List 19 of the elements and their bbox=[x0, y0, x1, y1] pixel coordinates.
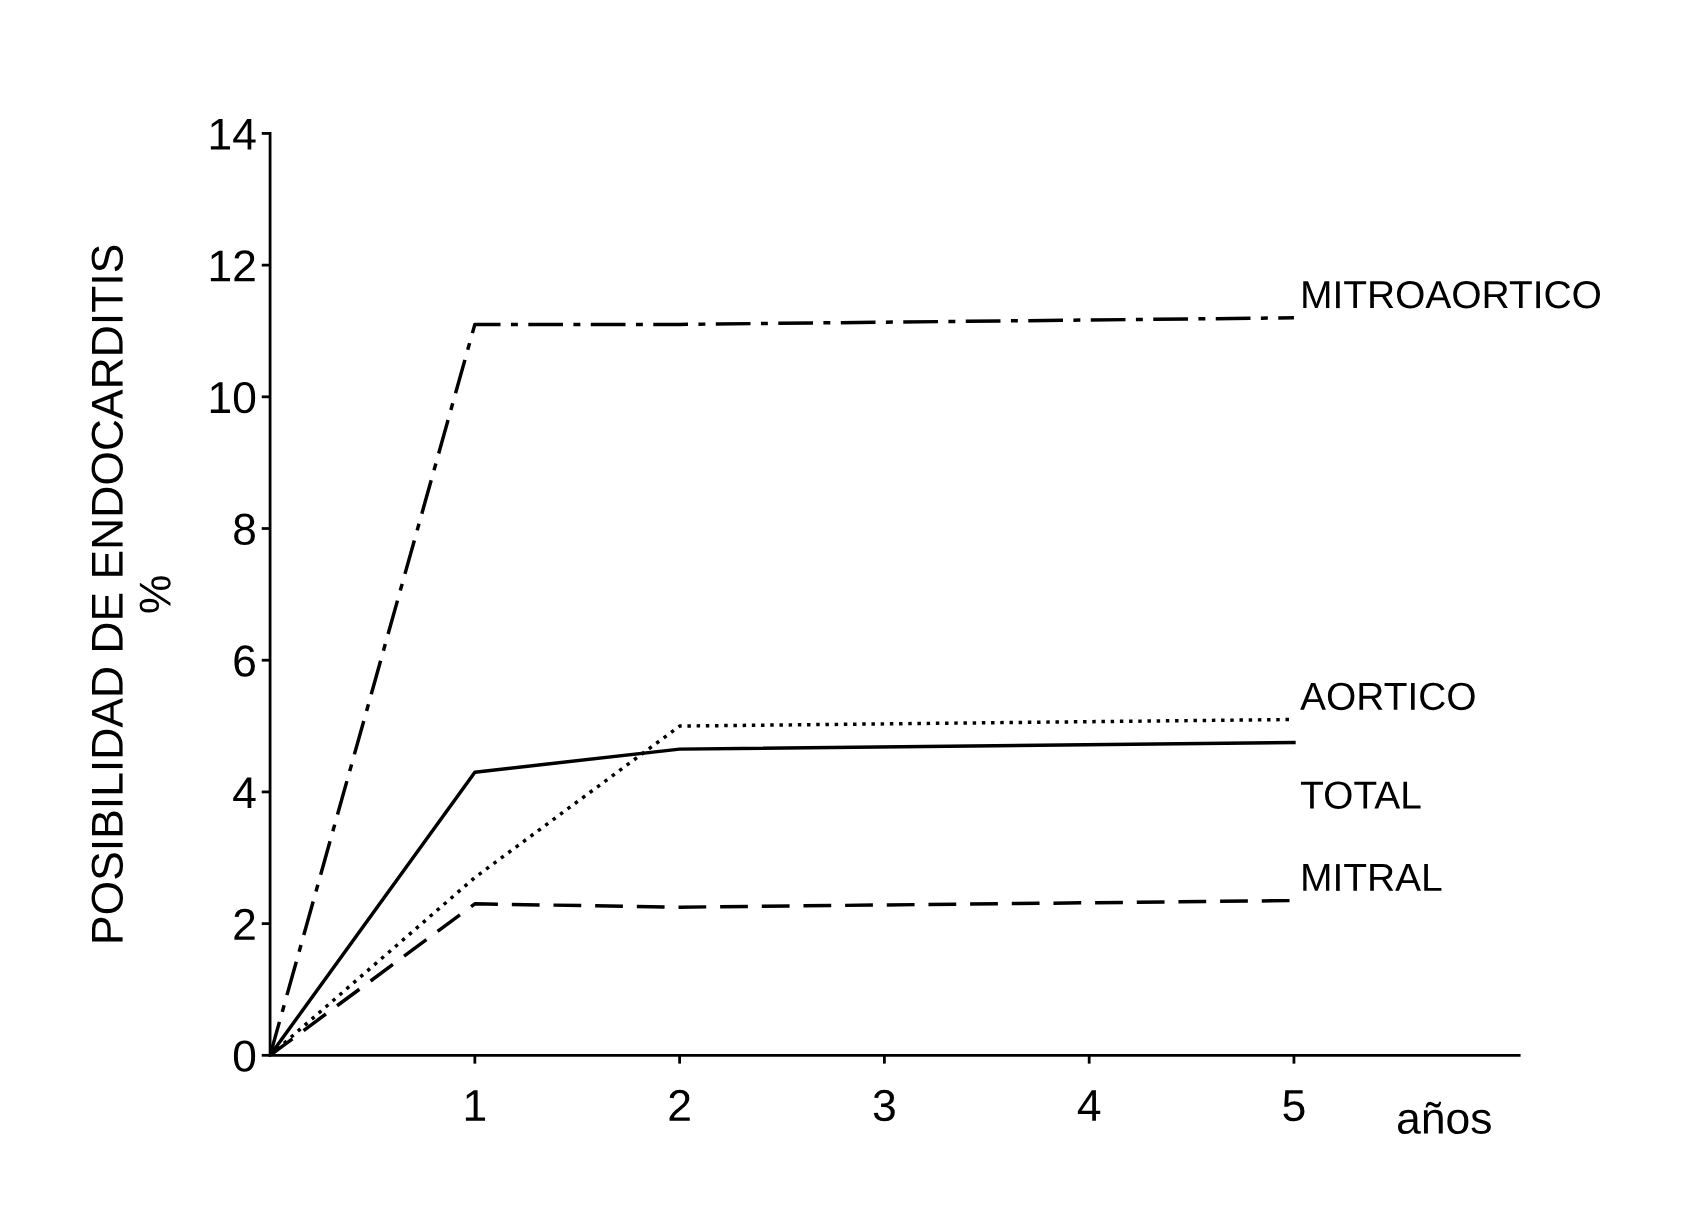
x-axis-title: años bbox=[1397, 1101, 1491, 1135]
x-tick-label: 3 bbox=[873, 1089, 895, 1122]
y-axis-title: POSIBILIDAD DE ENDOCARDITIS % bbox=[91, 245, 171, 942]
series-label: AORTICO bbox=[1300, 682, 1475, 711]
series-label: TOTAL bbox=[1300, 781, 1421, 809]
series-label: MITRAL bbox=[1303, 864, 1442, 891]
x-tick-label: 1 bbox=[465, 1090, 486, 1121]
y-tick-label: 12 bbox=[210, 250, 255, 282]
y-tick-label: 2 bbox=[234, 908, 255, 940]
x-tick-label: 4 bbox=[1077, 1090, 1101, 1121]
y-tick-label: 6 bbox=[234, 645, 255, 677]
series-label: MITROAORTICO bbox=[1303, 280, 1600, 309]
y-tick-label: 0 bbox=[233, 1040, 256, 1072]
y-tick-label: 14 bbox=[210, 118, 256, 150]
x-tick-label: 5 bbox=[1283, 1090, 1305, 1122]
y-tick-label: 4 bbox=[233, 777, 256, 809]
x-tick-label: 2 bbox=[669, 1089, 690, 1121]
y-tick-label: 10 bbox=[210, 381, 256, 414]
y-tick-label: 8 bbox=[234, 513, 255, 546]
